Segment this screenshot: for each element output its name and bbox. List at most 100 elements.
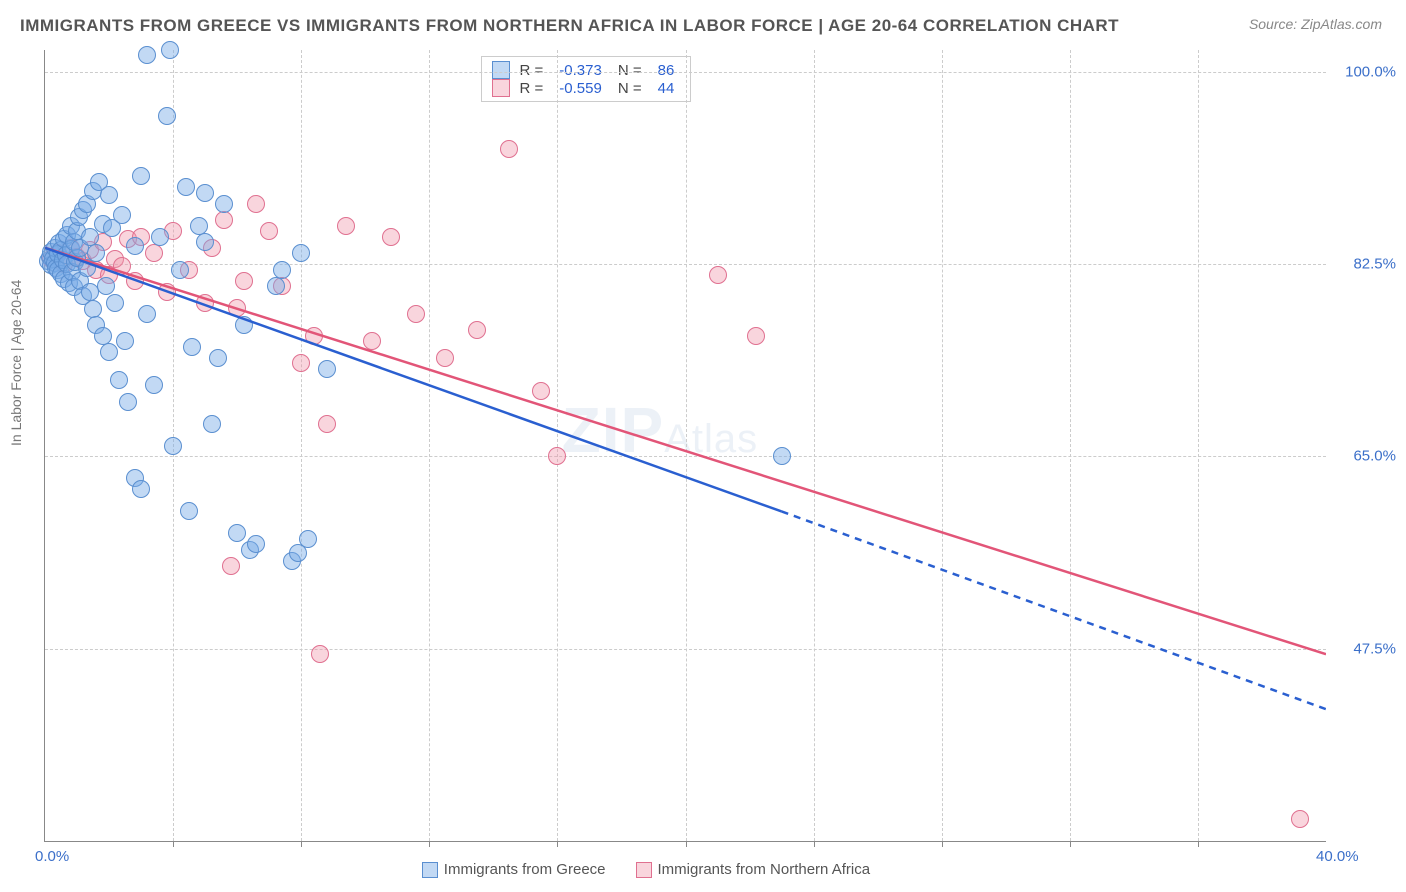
scatter-point [106, 294, 124, 312]
scatter-point [113, 206, 131, 224]
x-tick-mark [686, 841, 687, 847]
watermark-main: ZIP [562, 394, 665, 466]
gridline-vertical [1198, 50, 1199, 841]
chart-plot-area: ZIPAtlas R = -0.373 N = 86 R = -0.559 N … [44, 50, 1326, 842]
scatter-point [292, 244, 310, 262]
scatter-point [215, 211, 233, 229]
scatter-point [305, 327, 323, 345]
scatter-point [177, 178, 195, 196]
n-value: 44 [658, 80, 675, 97]
scatter-point [126, 237, 144, 255]
trend-line [782, 511, 1326, 709]
scatter-point [500, 140, 518, 158]
gridline-vertical [814, 50, 815, 841]
source-attribution: Source: ZipAtlas.com [1249, 16, 1382, 32]
scatter-point [222, 557, 240, 575]
scatter-point [318, 360, 336, 378]
legend-label: Immigrants from Greece [444, 861, 606, 878]
legend-swatch [492, 61, 510, 79]
scatter-point [158, 283, 176, 301]
scatter-point [532, 382, 550, 400]
r-value: -0.559 [559, 80, 602, 97]
legend-swatch [422, 862, 438, 878]
y-tick-label: 100.0% [1336, 63, 1396, 80]
scatter-point [337, 217, 355, 235]
legend-label: Immigrants from Northern Africa [658, 861, 871, 878]
scatter-point [138, 305, 156, 323]
scatter-point [190, 217, 208, 235]
x-tick-mark [301, 841, 302, 847]
gridline-vertical [686, 50, 687, 841]
scatter-point [180, 502, 198, 520]
n-value: 86 [658, 62, 675, 79]
x-tick-label: 0.0% [35, 848, 69, 865]
scatter-point [94, 327, 112, 345]
scatter-point [196, 184, 214, 202]
scatter-point [158, 107, 176, 125]
scatter-point [151, 228, 169, 246]
scatter-point [436, 349, 454, 367]
series-legend: Immigrants from Greece Immigrants from N… [422, 861, 870, 878]
x-tick-mark [814, 841, 815, 847]
x-tick-mark [429, 841, 430, 847]
scatter-point [247, 195, 265, 213]
scatter-point [203, 415, 221, 433]
scatter-point [260, 222, 278, 240]
scatter-point [267, 277, 285, 295]
n-label: N = [618, 80, 642, 97]
legend-item: Immigrants from Northern Africa [636, 861, 871, 878]
correlation-stats-legend: R = -0.373 N = 86 R = -0.559 N = 44 [481, 56, 692, 102]
scatter-point [363, 332, 381, 350]
x-tick-mark [1070, 841, 1071, 847]
scatter-point [164, 437, 182, 455]
scatter-point [228, 299, 246, 317]
r-label: R = [520, 80, 544, 97]
scatter-point [747, 327, 765, 345]
scatter-point [709, 266, 727, 284]
scatter-point [548, 447, 566, 465]
x-tick-mark [173, 841, 174, 847]
scatter-point [773, 447, 791, 465]
scatter-point [1291, 810, 1309, 828]
legend-stats-row: R = -0.559 N = 44 [492, 79, 681, 97]
n-label: N = [618, 62, 642, 79]
scatter-point [132, 167, 150, 185]
scatter-point [311, 645, 329, 663]
scatter-point [183, 338, 201, 356]
x-tick-label: 40.0% [1316, 848, 1359, 865]
scatter-point [110, 371, 128, 389]
legend-item: Immigrants from Greece [422, 861, 606, 878]
legend-swatch [492, 79, 510, 97]
scatter-point [171, 261, 189, 279]
r-label: R = [520, 62, 544, 79]
gridline-vertical [557, 50, 558, 841]
watermark-sub: Atlas [664, 417, 758, 461]
x-tick-mark [942, 841, 943, 847]
scatter-point [468, 321, 486, 339]
y-tick-label: 47.5% [1336, 640, 1396, 657]
scatter-point [235, 316, 253, 334]
chart-title: IMMIGRANTS FROM GREECE VS IMMIGRANTS FRO… [20, 16, 1119, 36]
scatter-point [407, 305, 425, 323]
scatter-point [97, 277, 115, 295]
scatter-point [228, 524, 246, 542]
scatter-point [126, 272, 144, 290]
gridline-vertical [1070, 50, 1071, 841]
scatter-point [132, 480, 150, 498]
scatter-point [292, 354, 310, 372]
scatter-point [87, 244, 105, 262]
x-tick-mark [1198, 841, 1199, 847]
y-tick-label: 65.0% [1336, 448, 1396, 465]
legend-swatch [636, 862, 652, 878]
scatter-point [161, 41, 179, 59]
scatter-point [100, 186, 118, 204]
scatter-point [215, 195, 233, 213]
y-axis-label: In Labor Force | Age 20-64 [8, 280, 24, 446]
scatter-point [145, 376, 163, 394]
legend-stats-row: R = -0.373 N = 86 [492, 61, 681, 79]
scatter-point [100, 343, 118, 361]
y-tick-label: 82.5% [1336, 256, 1396, 273]
scatter-point [116, 332, 134, 350]
scatter-point [119, 393, 137, 411]
r-value: -0.373 [559, 62, 602, 79]
